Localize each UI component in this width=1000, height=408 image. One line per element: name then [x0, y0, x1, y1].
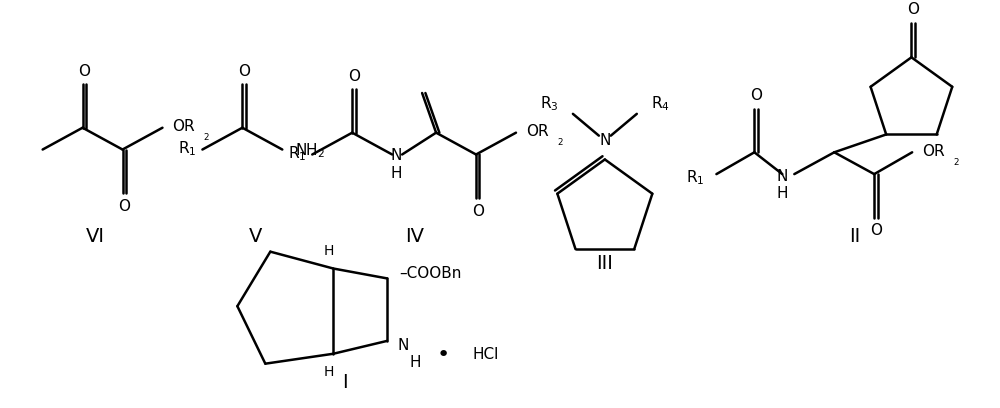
Text: III: III — [596, 254, 613, 273]
Text: $_2$: $_2$ — [203, 130, 210, 143]
Text: OR: OR — [526, 124, 549, 139]
Text: H: H — [324, 365, 334, 379]
Text: I: I — [342, 373, 348, 392]
Text: O: O — [238, 64, 250, 79]
Text: N: N — [777, 169, 788, 184]
Text: H: H — [777, 186, 788, 202]
Text: O: O — [907, 2, 919, 17]
Text: N: N — [599, 133, 611, 148]
Text: OR: OR — [172, 119, 195, 134]
Text: R$_1$: R$_1$ — [178, 139, 196, 158]
Text: R$_1$: R$_1$ — [288, 144, 306, 163]
Text: O: O — [78, 64, 90, 79]
Text: R$_4$: R$_4$ — [651, 95, 670, 113]
Text: H: H — [324, 244, 334, 258]
Text: H: H — [390, 166, 402, 181]
Text: N: N — [390, 148, 402, 163]
Text: O: O — [348, 69, 360, 84]
Text: IV: IV — [406, 227, 425, 246]
Text: R$_1$: R$_1$ — [686, 169, 704, 187]
Text: NH$_2$: NH$_2$ — [295, 141, 325, 160]
Text: O: O — [472, 204, 484, 219]
Text: HCl: HCl — [472, 347, 498, 362]
Text: N: N — [397, 338, 409, 353]
Text: –COOBn: –COOBn — [399, 266, 462, 281]
Text: $_2$: $_2$ — [557, 135, 564, 148]
Text: VI: VI — [86, 227, 105, 246]
Text: R$_3$: R$_3$ — [540, 95, 559, 113]
Text: O: O — [750, 88, 762, 103]
Text: •: • — [437, 345, 450, 365]
Text: O: O — [870, 223, 882, 238]
Text: H: H — [409, 355, 421, 370]
Text: $_2$: $_2$ — [953, 155, 960, 168]
Text: O: O — [118, 199, 130, 213]
Text: V: V — [249, 227, 262, 246]
Text: OR: OR — [922, 144, 945, 159]
Text: II: II — [849, 227, 860, 246]
